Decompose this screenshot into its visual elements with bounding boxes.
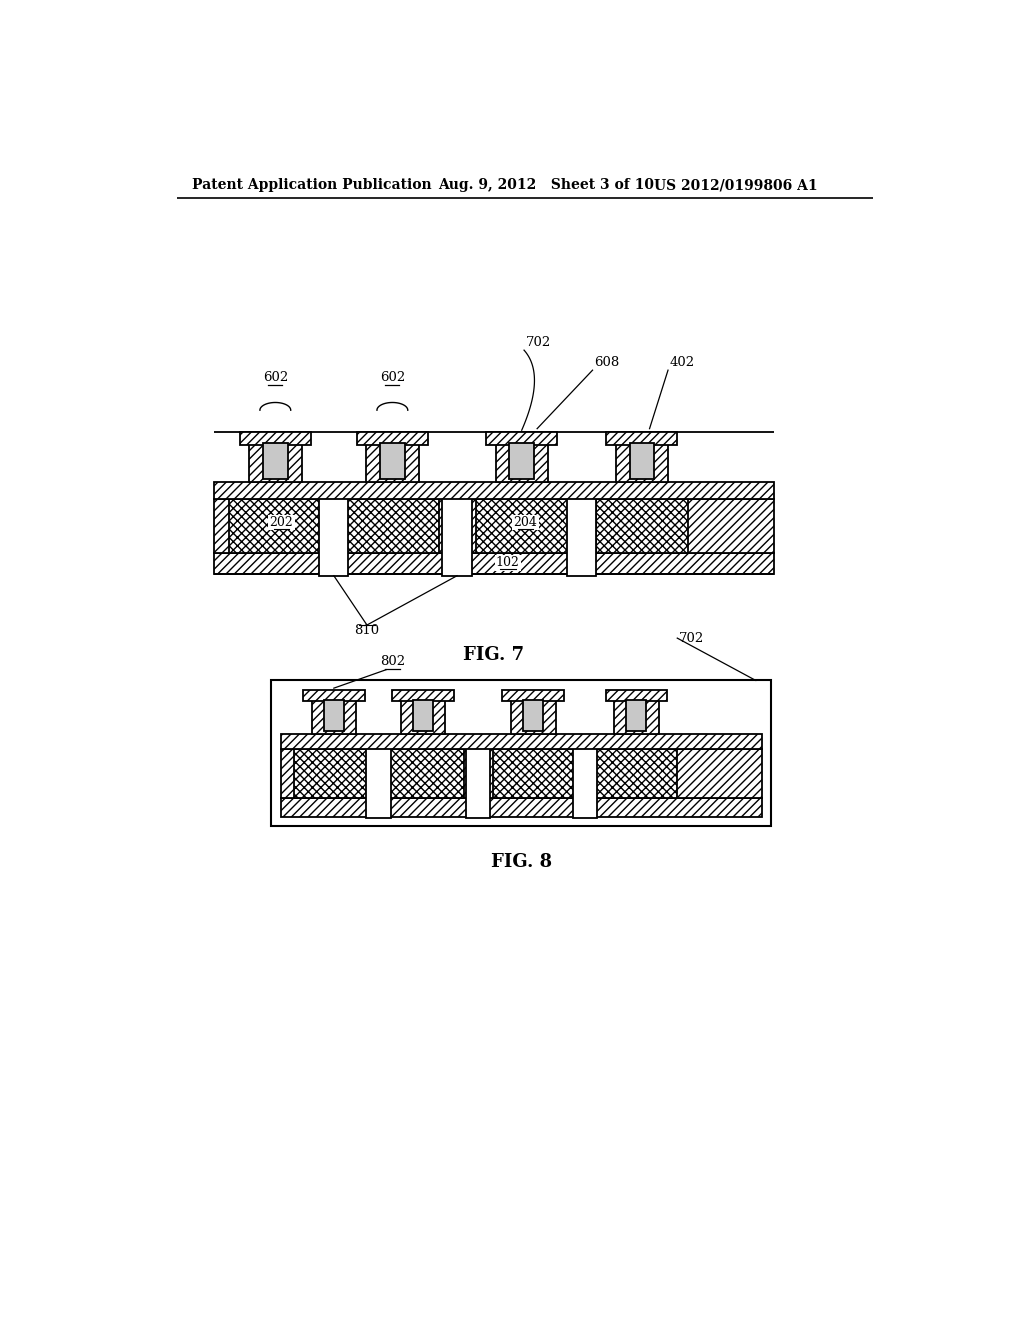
Bar	[380, 444, 404, 479]
Bar	[303, 689, 365, 701]
Bar	[486, 432, 557, 445]
Bar	[214, 482, 773, 499]
Bar	[346, 499, 438, 553]
Bar	[281, 797, 762, 817]
Text: Aug. 9, 2012   Sheet 3 of 10: Aug. 9, 2012 Sheet 3 of 10	[438, 178, 654, 193]
Bar	[475, 499, 568, 553]
Bar	[229, 499, 322, 553]
Bar	[214, 499, 773, 553]
Bar	[567, 498, 596, 576]
Bar	[392, 689, 454, 701]
Bar	[511, 700, 556, 734]
Text: 602: 602	[263, 371, 288, 384]
Text: 204: 204	[514, 516, 538, 529]
Bar	[509, 444, 535, 479]
Text: FIG. 7: FIG. 7	[463, 645, 524, 664]
Bar	[614, 700, 658, 734]
Bar	[503, 689, 564, 701]
Bar	[319, 498, 348, 576]
Bar	[357, 432, 428, 445]
Bar	[263, 444, 288, 479]
Bar	[249, 442, 301, 482]
Bar	[606, 432, 677, 445]
Text: US 2012/0199806 A1: US 2012/0199806 A1	[654, 178, 818, 193]
Bar	[367, 747, 391, 818]
Text: 608: 608	[594, 355, 620, 368]
Bar	[596, 748, 677, 797]
Bar	[311, 700, 356, 734]
Bar	[271, 681, 771, 826]
Bar	[615, 442, 668, 482]
Bar	[240, 432, 310, 445]
Text: 602: 602	[380, 371, 404, 384]
Text: 402: 402	[670, 355, 694, 368]
Bar	[383, 748, 464, 797]
Text: 102: 102	[496, 556, 520, 569]
Bar	[596, 499, 688, 553]
Bar	[294, 748, 375, 797]
Bar	[367, 442, 419, 482]
Bar	[442, 498, 472, 576]
Bar	[400, 700, 445, 734]
Text: FIG. 8: FIG. 8	[490, 853, 552, 871]
Bar	[214, 553, 773, 574]
Bar	[281, 734, 762, 748]
Text: Patent Application Publication: Patent Application Publication	[193, 178, 432, 193]
Text: 802: 802	[380, 655, 404, 668]
Bar	[605, 689, 668, 701]
Bar	[494, 748, 574, 797]
Text: 810: 810	[354, 624, 380, 638]
Bar	[496, 442, 548, 482]
Text: 702: 702	[525, 335, 551, 348]
Bar	[572, 747, 597, 818]
Bar	[281, 748, 762, 797]
Text: 202: 202	[269, 516, 293, 529]
Bar	[627, 701, 646, 731]
Bar	[324, 701, 344, 731]
Bar	[630, 444, 654, 479]
Bar	[466, 747, 490, 818]
Bar	[413, 701, 433, 731]
Bar	[523, 701, 544, 731]
Text: 702: 702	[679, 631, 705, 644]
